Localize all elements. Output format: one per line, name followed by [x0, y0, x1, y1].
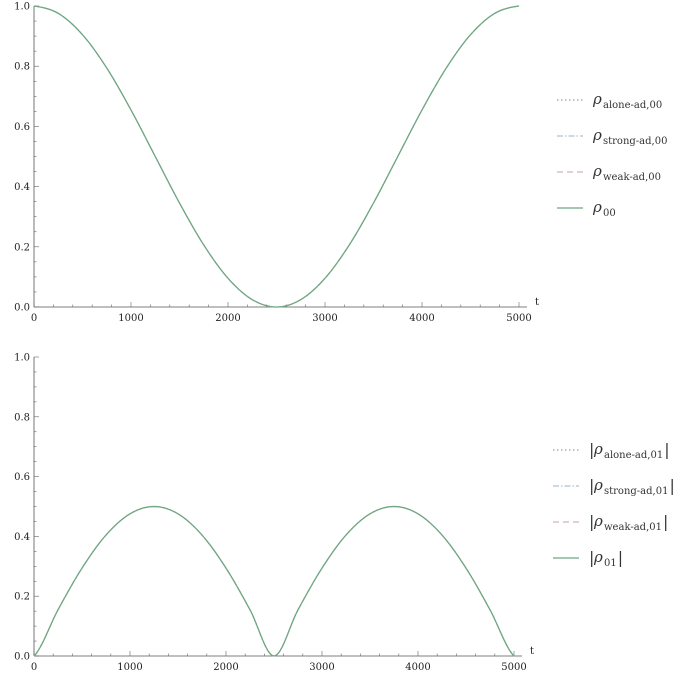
- legend-subscript: weak-ad,01: [604, 522, 662, 533]
- x-tick-label: 4000: [409, 313, 434, 324]
- x-tick-label: 3000: [309, 662, 334, 673]
- series-line-2: [33, 5, 520, 308]
- y-tick-label: 0.4: [14, 532, 30, 543]
- legend-symbol: ρ: [593, 476, 603, 494]
- y-tick-label: 0.2: [14, 592, 30, 603]
- x-tick-label: 5000: [501, 662, 526, 673]
- x-tick-label: 2000: [213, 662, 238, 673]
- y-tick-label: 1.0: [14, 353, 30, 364]
- legend-abs-open: |: [589, 476, 594, 495]
- y-tick-label: 1.0: [14, 2, 30, 13]
- legend-abs-open: |: [589, 440, 594, 459]
- legend-abs-close: |: [663, 512, 668, 531]
- series-line-2: [33, 505, 515, 657]
- x-tick-label: 2000: [215, 313, 240, 324]
- legend-abs-close: |: [669, 476, 674, 495]
- y-tick-label: 0.8: [14, 62, 30, 73]
- series-line-0: [33, 5, 520, 308]
- x-tick-label: 5000: [506, 313, 531, 324]
- x-tick-label: 1000: [118, 313, 143, 324]
- x-axis-label: t: [535, 297, 539, 308]
- legend-subscript: strong-ad,00: [603, 136, 667, 147]
- legend-subscript: alone-ad,01: [604, 450, 663, 461]
- x-tick-label: 4000: [405, 662, 430, 673]
- legend-symbol: ρ: [592, 90, 602, 108]
- x-tick-label: 3000: [312, 313, 337, 324]
- legend-subscript: 01: [604, 558, 617, 569]
- y-tick-label: 0.6: [14, 472, 30, 483]
- legend-subscript: strong-ad,01: [604, 486, 668, 497]
- y-tick-label: 0.2: [14, 242, 30, 253]
- series-line-3: [33, 5, 520, 308]
- legend-rho-01: | ρ alone-ad,01 || ρ strong-ad,01 || ρ weak-ad,0…: [553, 440, 675, 569]
- legend-subscript: weak-ad,00: [603, 172, 661, 183]
- x-axis-label: t: [530, 646, 534, 657]
- legend-abs-open: |: [589, 512, 594, 531]
- legend-symbol: ρ: [592, 126, 602, 144]
- legend-subscript: 00: [603, 208, 616, 219]
- legend-symbol: ρ: [592, 162, 602, 180]
- y-tick-label: 0.6: [14, 122, 30, 133]
- legend-abs-open: |: [589, 548, 594, 567]
- y-tick-label: 0.4: [14, 182, 30, 193]
- legend-symbol: ρ: [593, 440, 603, 458]
- series-line-0: [33, 505, 515, 657]
- legend-symbol: ρ: [593, 548, 603, 566]
- legend-abs-close: |: [664, 440, 669, 459]
- series-line-1: [33, 5, 520, 308]
- plot-rho-01: 0 1000 2000 3000 4000 5000 0.0 0.2 0.4 0.6 0.8 1.0 t: [14, 353, 534, 674]
- series-line-3: [33, 505, 515, 657]
- y-tick-label: 0.0: [14, 652, 30, 663]
- plot-rho-00: 0 1000 2000 3000 4000 5000 0.0 0.2 0.4 0.6 0.8 1.0 t: [14, 2, 539, 325]
- y-tick-label: 0.0: [14, 303, 30, 314]
- x-tick-label: 1000: [117, 662, 142, 673]
- series-line-1: [33, 505, 515, 657]
- x-tick-label: 0: [31, 662, 37, 673]
- legend-abs-close: |: [618, 548, 623, 567]
- legend-rho-00: ρ alone-ad,00ρ strong-ad,00ρ weak-ad,00ρ 00: [557, 90, 667, 219]
- legend-symbol: ρ: [592, 198, 602, 216]
- x-tick-label: 0: [31, 313, 37, 324]
- legend-subscript: alone-ad,00: [603, 100, 662, 111]
- y-tick-label: 0.8: [14, 412, 30, 423]
- legend-symbol: ρ: [593, 512, 603, 530]
